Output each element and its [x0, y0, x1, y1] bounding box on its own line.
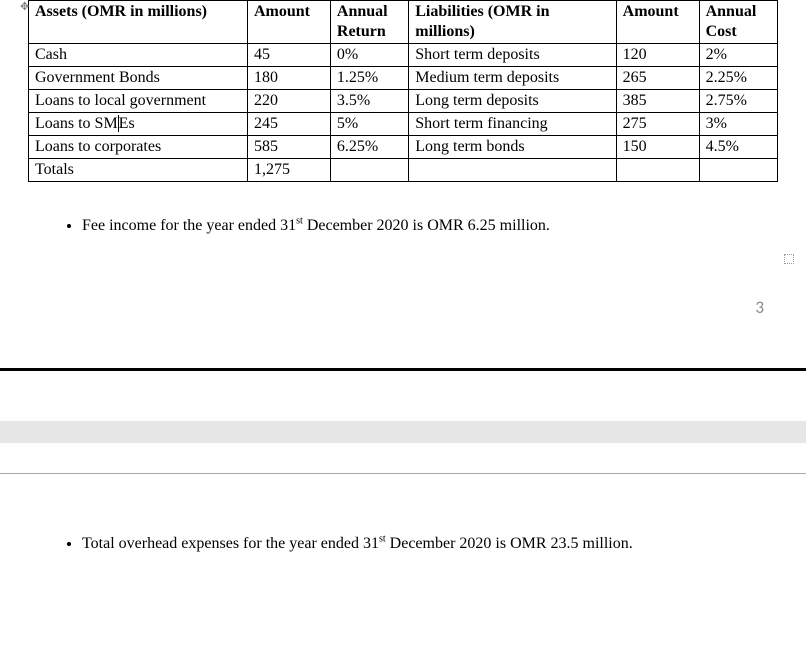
- liability-amount: [616, 159, 699, 182]
- table-row: Loans to SMEs 245 5% Short term financin…: [29, 113, 778, 136]
- page-lower: Total overhead expenses for the year end…: [0, 474, 806, 581]
- page-break-region: [0, 368, 806, 474]
- table-header-row: Assets (OMR in millions) Amount Annual R…: [29, 1, 778, 44]
- liability-label: Long term deposits: [409, 90, 616, 113]
- page-break-gap-2: [0, 443, 806, 474]
- asset-amount: 1,275: [247, 159, 330, 182]
- header-amount-liabilities: Amount: [616, 1, 699, 44]
- asset-amount: 180: [247, 67, 330, 90]
- page-number: 3: [28, 297, 764, 318]
- table-row: Loans to local government 220 3.5% Long …: [29, 90, 778, 113]
- header-annual-cost: Annual Cost: [699, 1, 777, 44]
- asset-return: 0%: [330, 44, 408, 67]
- liability-amount: 120: [616, 44, 699, 67]
- liability-cost: 4.5%: [699, 136, 777, 159]
- liability-amount: 265: [616, 67, 699, 90]
- liability-amount: 275: [616, 113, 699, 136]
- bullet-fee-income: Fee income for the year ended 31st Decem…: [82, 216, 768, 237]
- liability-cost: 2.75%: [699, 90, 777, 113]
- asset-amount: 245: [247, 113, 330, 136]
- liability-label: Long term bonds: [409, 136, 616, 159]
- liability-amount: 385: [616, 90, 699, 113]
- page-break-gap: [0, 371, 806, 421]
- table-anchor-icon: ✥: [20, 0, 29, 13]
- asset-return: [330, 159, 408, 182]
- liability-amount: 150: [616, 136, 699, 159]
- page-break-grey-band: [0, 421, 806, 443]
- liability-cost: 2.25%: [699, 67, 777, 90]
- asset-return: 3.5%: [330, 90, 408, 113]
- page-upper: ✥ Assets (OMR in millions) Amount Annual…: [0, 0, 806, 368]
- asset-return: 1.25%: [330, 67, 408, 90]
- balance-sheet-table: Assets (OMR in millions) Amount Annual R…: [28, 0, 778, 182]
- liability-label: Short term deposits: [409, 44, 616, 67]
- asset-label: Loans to local government: [29, 90, 248, 113]
- bullet-list-upper: Fee income for the year ended 31st Decem…: [28, 216, 778, 237]
- asset-return: 5%: [330, 113, 408, 136]
- liability-label: [409, 159, 616, 182]
- header-annual-return: Annual Return: [330, 1, 408, 44]
- liability-cost: 3%: [699, 113, 777, 136]
- liability-label: Short term financing: [409, 113, 616, 136]
- liability-cost: [699, 159, 777, 182]
- asset-amount: 45: [247, 44, 330, 67]
- asset-label: Cash: [29, 44, 248, 67]
- header-amount-assets: Amount: [247, 1, 330, 44]
- header-liabilities: Liabilities (OMR in millions): [409, 1, 616, 44]
- asset-label: Totals: [29, 159, 248, 182]
- table-row: Government Bonds 180 1.25% Medium term d…: [29, 67, 778, 90]
- bullet-list-lower: Total overhead expenses for the year end…: [28, 534, 778, 555]
- asset-label: Government Bonds: [29, 67, 248, 90]
- bullet-overhead: Total overhead expenses for the year end…: [82, 534, 768, 555]
- header-assets: Assets (OMR in millions): [29, 1, 248, 44]
- asset-amount: 585: [247, 136, 330, 159]
- table-resize-handle-icon[interactable]: [784, 254, 794, 264]
- table-row-totals: Totals 1,275: [29, 159, 778, 182]
- liability-cost: 2%: [699, 44, 777, 67]
- asset-label: Loans to SMEs: [29, 113, 248, 136]
- liability-label: Medium term deposits: [409, 67, 616, 90]
- asset-amount: 220: [247, 90, 330, 113]
- table-row: Loans to corporates 585 6.25% Long term …: [29, 136, 778, 159]
- asset-label: Loans to corporates: [29, 136, 248, 159]
- asset-return: 6.25%: [330, 136, 408, 159]
- table-row: Cash 45 0% Short term deposits 120 2%: [29, 44, 778, 67]
